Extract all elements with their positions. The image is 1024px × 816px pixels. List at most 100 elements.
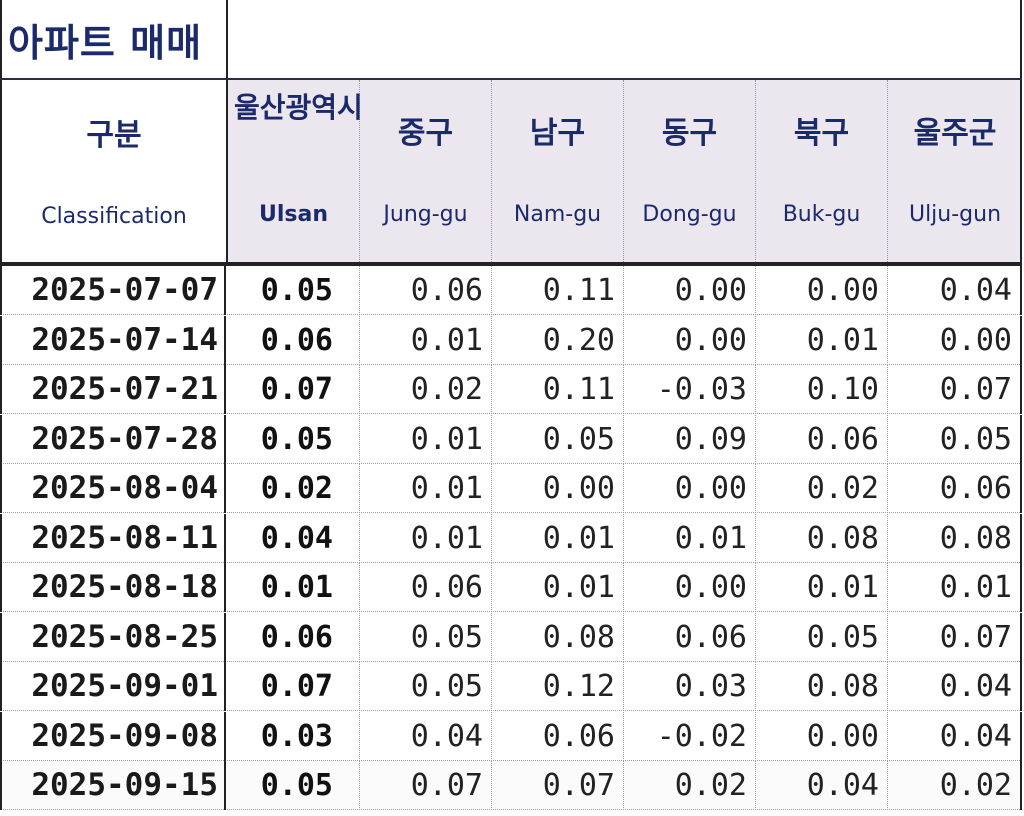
value-cell[interactable]: 0.06 — [888, 464, 1022, 513]
value-cell[interactable]: 0.08 — [756, 513, 888, 563]
value-cell[interactable]: 0.00 — [492, 464, 624, 513]
value-cell[interactable]: 0.05 — [228, 266, 360, 315]
value-cell[interactable]: -0.03 — [624, 365, 756, 414]
header-col-4[interactable]: 북구 Buk-gu — [756, 80, 888, 262]
value-cell[interactable]: 0.06 — [624, 612, 756, 662]
value-cell[interactable]: 0.08 — [492, 612, 624, 662]
value-cell[interactable]: 0.02 — [888, 761, 1022, 810]
date-cell[interactable]: 2025-07-21 — [0, 365, 226, 414]
table-row: 2025-09-08 0.03 0.04 0.06 -0.02 0.00 0.04 — [0, 711, 1022, 761]
header-col-label-en: Buk-gu — [782, 202, 861, 227]
value-cell[interactable]: 0.04 — [360, 711, 492, 761]
value-cell[interactable]: 0.08 — [888, 513, 1022, 563]
classification-label-ko: 구분 — [86, 118, 142, 153]
value-cell[interactable]: 0.05 — [360, 662, 492, 711]
value-cell[interactable]: 0.01 — [624, 513, 756, 563]
value-cell[interactable]: 0.00 — [624, 563, 756, 612]
value-cell[interactable]: 0.11 — [492, 266, 624, 315]
header-col-label-en: Dong-gu — [642, 202, 737, 227]
value-cell[interactable]: 0.05 — [888, 414, 1022, 464]
table-row: 2025-09-15 0.05 0.07 0.07 0.02 0.04 0.02 — [0, 761, 1022, 810]
value-cell[interactable]: 0.06 — [492, 711, 624, 761]
value-cell[interactable]: 0.04 — [888, 662, 1022, 711]
value-cell[interactable]: 0.02 — [228, 464, 360, 513]
header-classification-cell[interactable]: 구분 Classification — [0, 80, 226, 262]
table-row: 2025-08-04 0.02 0.01 0.00 0.00 0.02 0.06 — [0, 464, 1022, 513]
value-cell[interactable]: 0.06 — [228, 315, 360, 365]
date-cell[interactable]: 2025-09-08 — [0, 711, 226, 761]
value-cell[interactable]: 0.06 — [360, 563, 492, 612]
value-cell[interactable]: 0.08 — [756, 662, 888, 711]
value-cell[interactable]: 0.00 — [624, 464, 756, 513]
header-bottom-border — [0, 262, 1022, 266]
header-col-2[interactable]: 남구 Nam-gu — [492, 80, 624, 262]
date-cell[interactable]: 2025-09-15 — [0, 761, 226, 810]
value-cell[interactable]: 0.04 — [756, 761, 888, 810]
value-cell[interactable]: 0.03 — [624, 662, 756, 711]
title-row-empty-cell[interactable] — [226, 0, 1022, 78]
table-row: 2025-08-11 0.04 0.01 0.01 0.01 0.08 0.08 — [0, 513, 1022, 563]
value-cell[interactable]: 0.04 — [228, 513, 360, 563]
value-cell[interactable]: 0.07 — [360, 761, 492, 810]
header-col-label-en: Nam-gu — [513, 202, 602, 227]
header-col-5[interactable]: 울주군 Ulju-gun — [888, 80, 1022, 262]
value-cell[interactable]: 0.01 — [360, 414, 492, 464]
header-col-0[interactable]: 울산광역시 Ulsan — [228, 80, 360, 262]
date-cell[interactable]: 2025-07-28 — [0, 414, 226, 464]
value-cell[interactable]: 0.02 — [624, 761, 756, 810]
value-cell[interactable]: 0.05 — [228, 414, 360, 464]
value-cell[interactable]: 0.10 — [756, 365, 888, 414]
value-cell[interactable]: 0.01 — [360, 464, 492, 513]
date-cell[interactable]: 2025-09-01 — [0, 662, 226, 711]
header-col-1[interactable]: 중구 Jung-gu — [360, 80, 492, 262]
value-cell[interactable]: 0.04 — [888, 711, 1022, 761]
value-cell[interactable]: 0.20 — [492, 315, 624, 365]
value-cell[interactable]: 0.09 — [624, 414, 756, 464]
header-top-border — [0, 78, 1022, 80]
value-cell[interactable]: 0.00 — [624, 266, 756, 315]
value-cell[interactable]: 0.12 — [492, 662, 624, 711]
value-cell[interactable]: 0.05 — [228, 761, 360, 810]
date-cell[interactable]: 2025-07-07 — [0, 266, 226, 315]
date-cell[interactable]: 2025-07-14 — [0, 315, 226, 365]
value-cell[interactable]: 0.02 — [756, 464, 888, 513]
value-cell[interactable]: 0.01 — [756, 563, 888, 612]
value-cell[interactable]: 0.03 — [228, 711, 360, 761]
value-cell[interactable]: 0.07 — [888, 365, 1022, 414]
value-cell[interactable]: 0.01 — [492, 513, 624, 563]
value-cell[interactable]: 0.06 — [756, 414, 888, 464]
header-col-label-en: Jung-gu — [383, 202, 468, 227]
value-cell[interactable]: 0.01 — [888, 563, 1022, 612]
table-row: 2025-08-25 0.06 0.05 0.08 0.06 0.05 0.07 — [0, 612, 1022, 662]
value-cell[interactable]: 0.01 — [756, 315, 888, 365]
value-cell[interactable]: 0.00 — [756, 711, 888, 761]
header-col-label-ko: 울산광역시 — [234, 91, 360, 124]
value-cell[interactable]: 0.02 — [360, 365, 492, 414]
value-cell[interactable]: 0.07 — [228, 365, 360, 414]
value-cell[interactable]: 0.06 — [228, 612, 360, 662]
date-cell[interactable]: 2025-08-04 — [0, 464, 226, 513]
value-cell[interactable]: 0.01 — [360, 315, 492, 365]
date-cell[interactable]: 2025-08-25 — [0, 612, 226, 662]
value-cell[interactable]: 0.05 — [492, 414, 624, 464]
header-col-3[interactable]: 동구 Dong-gu — [624, 80, 756, 262]
date-cell[interactable]: 2025-08-18 — [0, 563, 226, 612]
date-cell[interactable]: 2025-08-11 — [0, 513, 226, 563]
title-cell[interactable]: 아파트 매매 — [0, 0, 226, 78]
value-cell[interactable]: 0.00 — [888, 315, 1022, 365]
value-cell[interactable]: 0.01 — [360, 513, 492, 563]
value-cell[interactable]: 0.05 — [756, 612, 888, 662]
value-cell[interactable]: -0.02 — [624, 711, 756, 761]
value-cell[interactable]: 0.04 — [888, 266, 1022, 315]
value-cell[interactable]: 0.07 — [888, 612, 1022, 662]
value-cell[interactable]: 0.07 — [492, 761, 624, 810]
value-cell[interactable]: 0.05 — [360, 612, 492, 662]
value-cell[interactable]: 0.07 — [228, 662, 360, 711]
value-cell[interactable]: 0.11 — [492, 365, 624, 414]
value-cell[interactable]: 0.06 — [360, 266, 492, 315]
value-cell[interactable]: 0.00 — [756, 266, 888, 315]
value-cell[interactable]: 0.00 — [624, 315, 756, 365]
value-cell[interactable]: 0.01 — [228, 563, 360, 612]
header-col-label-ko: 울주군 — [913, 116, 997, 151]
value-cell[interactable]: 0.01 — [492, 563, 624, 612]
